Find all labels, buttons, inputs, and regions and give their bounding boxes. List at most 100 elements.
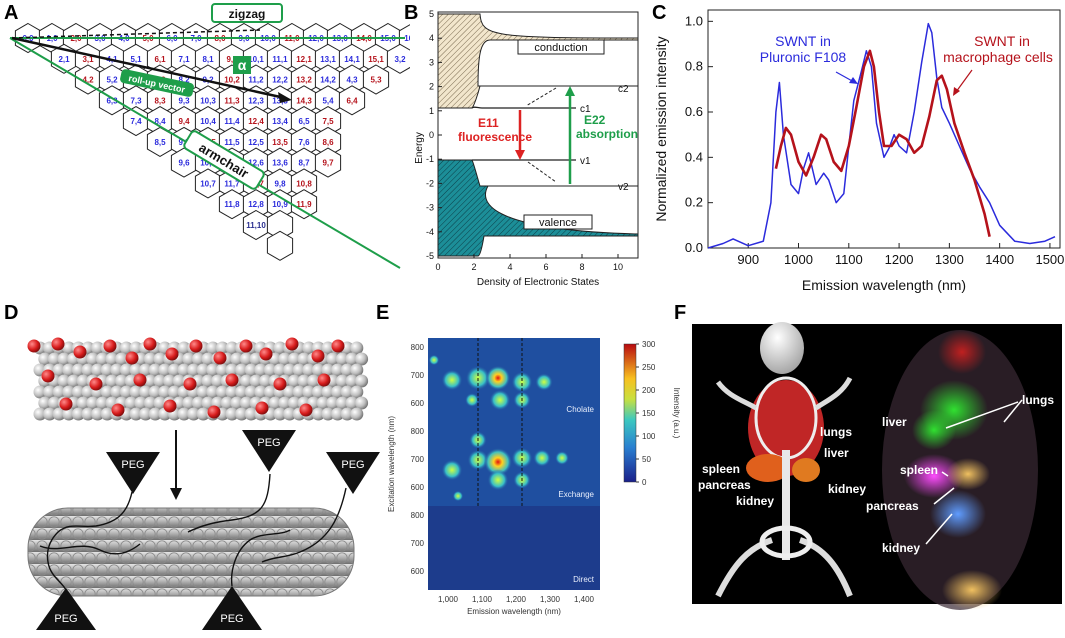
carbon-atom	[134, 396, 148, 410]
carbon-atom	[297, 352, 311, 366]
carbon-atom	[148, 407, 162, 421]
carbon-atom	[335, 374, 349, 388]
y-tick-exchange: 700	[411, 455, 425, 464]
kidney-glow	[930, 490, 986, 538]
carbon-atom	[244, 385, 258, 399]
carbon-atom	[292, 385, 306, 399]
series-line-macrophage	[774, 49, 991, 237]
energy-tick: -2	[426, 178, 434, 188]
carbon-atom	[254, 363, 268, 377]
carbon-atom	[201, 374, 215, 388]
skull	[760, 322, 804, 374]
y-tick-exchange: 800	[411, 427, 425, 436]
legend-blue-line2: Pluronic F108	[760, 49, 847, 65]
chart-c-series	[707, 22, 1056, 249]
carbon-atom	[177, 341, 191, 355]
carbon-atom	[158, 385, 172, 399]
carbon-atom	[316, 396, 330, 410]
cbar-tick-label: 0	[642, 478, 647, 487]
v1-label: v1	[580, 156, 591, 167]
chirality-index: 8,1	[202, 55, 214, 64]
carbon-atom	[110, 363, 124, 377]
chirality-index: 11,3	[224, 96, 240, 105]
chirality-index: 6,1	[154, 55, 166, 64]
carbon-atom	[201, 352, 215, 366]
colorbar-ticks: 0 50 100 150 200 250 300	[636, 340, 656, 487]
peg-label-2: PEG	[257, 437, 280, 449]
x-tick-label: 1000	[784, 252, 813, 267]
carbon-atom	[182, 396, 196, 410]
chirality-index: 7,4	[130, 117, 142, 126]
energy-tick: -5	[426, 251, 434, 261]
chirality-index: 13,2	[296, 76, 312, 85]
chirality-index: 12,3	[248, 96, 264, 105]
carbon-atom	[153, 396, 167, 410]
y-tick-label: 0.6	[685, 104, 703, 119]
map-direct	[428, 506, 600, 590]
carbon-atom	[143, 352, 157, 366]
carbon-atom	[331, 363, 345, 377]
carbon-atom	[215, 363, 229, 377]
carbon-atom	[115, 352, 129, 366]
right-liver-label: liver	[882, 415, 907, 429]
carbon-atom	[81, 363, 95, 377]
chirality-index: 9,6	[178, 159, 190, 168]
colorbar	[623, 343, 637, 483]
carbon-atom	[321, 363, 335, 377]
carbon-atom	[283, 363, 297, 377]
carbon-atom	[62, 363, 76, 377]
oxygen-atom	[311, 349, 325, 363]
panel-label-b: B	[404, 2, 419, 24]
carbon-atom	[33, 385, 47, 399]
right-lungs-label: lungs	[1022, 393, 1054, 407]
carbon-atom	[177, 363, 191, 377]
left-liver-label: liver	[824, 446, 849, 460]
y-tick-cholate: 600	[411, 399, 425, 408]
chirality-index: 5,2	[106, 76, 118, 85]
carbon-atom	[33, 407, 47, 421]
chirality-index: 12,8	[248, 200, 264, 209]
oxygen-atom	[255, 401, 269, 415]
carbon-atom	[148, 363, 162, 377]
carbon-atom	[350, 407, 364, 421]
carbon-atom	[220, 396, 234, 410]
carbon-atom	[119, 341, 133, 355]
x-tick-label: 1400	[985, 252, 1014, 267]
carbon-atom	[100, 385, 114, 399]
density-of-states-plot: conduction valence c2 c1 v1 v2 E11 fluor…	[414, 9, 639, 288]
carbon-atom	[129, 341, 143, 355]
panel-c: C 900 1000 1100 1200 1300 1400 1500 0.0 0.2 0.4 0.…	[650, 0, 1065, 300]
carbon-atom	[340, 363, 354, 377]
carbon-atom	[153, 374, 167, 388]
legend-red-pointer	[955, 69, 973, 93]
carbon-atom	[340, 385, 354, 399]
e22-arrowhead	[565, 86, 575, 96]
peg-triangle-4	[36, 588, 96, 630]
chirality-index: 3,2	[394, 55, 406, 64]
chirality-index: 12,2	[272, 76, 288, 85]
oxygen-atom	[73, 345, 87, 359]
carbon-atom	[340, 407, 354, 421]
carbon-atom	[196, 363, 210, 377]
conduction-box	[517, 39, 605, 55]
energy-tick-labels: 5 4 3 2 1 0 -1 -2 -3 -4 -5	[426, 9, 442, 261]
carbon-atom	[43, 407, 57, 421]
chirality-index: 14,1	[344, 55, 360, 64]
carbon-atom	[71, 363, 85, 377]
carbon-atom	[76, 374, 90, 388]
chirality-index: 10,7	[200, 179, 216, 188]
chart-c-ylabel: Normalized emission intensity	[653, 36, 669, 221]
panel-d: D PEG PEG PEG PEG PEG	[0, 300, 380, 633]
left-arm	[715, 380, 758, 411]
cbar-tick-label: 300	[642, 340, 656, 349]
carbon-atom	[177, 407, 191, 421]
oxygen-atom	[27, 339, 41, 353]
series-line-pluronic	[707, 22, 1056, 249]
y-tick-cholate: 800	[411, 343, 425, 352]
carbon-atom	[143, 374, 157, 388]
energy-tick: 3	[429, 57, 434, 67]
carbon-atom	[38, 396, 52, 410]
carbon-atom	[302, 341, 316, 355]
right-kidney-label: kidney	[882, 541, 920, 555]
carbon-atom	[239, 396, 253, 410]
